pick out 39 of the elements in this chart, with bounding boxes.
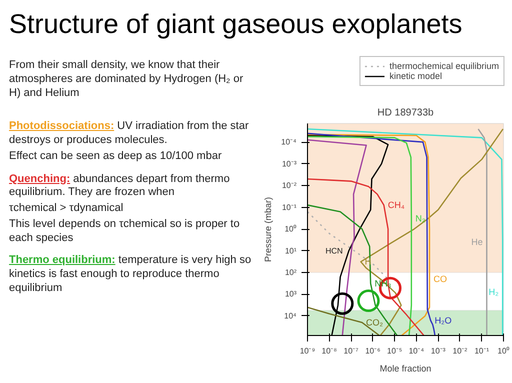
text: From their small density, we know that their atmospheres are dominated by Hydrogen (H₂ or H) and Helium bbox=[9, 59, 244, 100]
y-tick-label: 10⁻⁴ bbox=[281, 138, 298, 147]
series-label: H₂O bbox=[434, 315, 452, 326]
y-tick-label: 10⁴ bbox=[284, 311, 298, 320]
y-tick-label: 10² bbox=[284, 268, 297, 278]
x-tick-label: 10⁻⁵ bbox=[387, 346, 402, 356]
series-label: CO bbox=[434, 274, 447, 284]
x-tick-label: 10⁻⁷ bbox=[344, 346, 359, 356]
x-tick-label: 10⁻³ bbox=[430, 346, 446, 356]
x-tick-label: 10⁻⁸ bbox=[322, 346, 337, 356]
series-label: He bbox=[471, 237, 483, 248]
y-tick-label: 10⁻³ bbox=[282, 159, 297, 168]
legend-label: kinetic model bbox=[389, 71, 442, 81]
x-axis-title: Mole fraction bbox=[380, 364, 432, 374]
series-label: CH₄ bbox=[388, 200, 405, 210]
chart-title: Structure of giant gaseous exoplanets bbox=[9, 8, 462, 41]
x-tick-label: 10⁻⁶ bbox=[365, 346, 380, 356]
annotation: HCN bbox=[325, 246, 344, 256]
text: Thermo equilibrium: temperature is very high so kinetics is fast enough to reproduce thermo equilibrium bbox=[9, 254, 252, 296]
series-label: H₂ bbox=[488, 287, 500, 298]
series-label: CO₂ bbox=[366, 318, 384, 328]
y-tick-label: 10³ bbox=[284, 290, 297, 299]
y-tick-label: 10⁻¹ bbox=[282, 202, 297, 212]
series-label: N₂ bbox=[415, 213, 426, 224]
text: Effect can be seen as deep as 10/100 mbar bbox=[9, 150, 223, 164]
chart-subtitle: HD 189733b bbox=[377, 108, 434, 118]
y-tick-label: 10⁻² bbox=[282, 181, 297, 190]
y-tick-label: 10⁰ bbox=[284, 224, 297, 234]
text: τchemical > τdynamical bbox=[9, 202, 124, 216]
x-tick-label: 10⁻⁹ bbox=[300, 346, 316, 356]
legend-label: thermochemical equilibrium bbox=[389, 61, 499, 71]
x-tick-label: 10⁰ bbox=[498, 346, 510, 356]
text: Photodissociations: UV irradiation from the star destroys or produces molecules. bbox=[9, 120, 250, 148]
x-tick-label: 10⁻⁴ bbox=[408, 346, 425, 356]
x-tick-label: 10⁻¹ bbox=[474, 346, 490, 356]
x-tick-label: 10⁻² bbox=[452, 346, 468, 356]
text: This level depends on τchemical so is proper to each species bbox=[9, 218, 241, 246]
y-tick-label: 10¹ bbox=[284, 246, 297, 256]
y-axis-title: Pressure (mbar) bbox=[263, 196, 274, 262]
